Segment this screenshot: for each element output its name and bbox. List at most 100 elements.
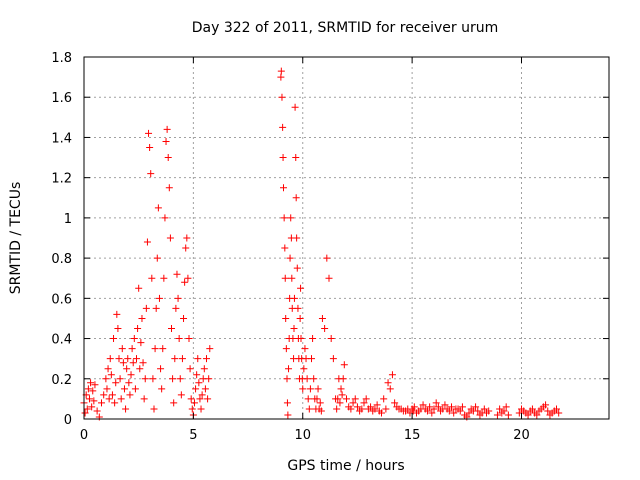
data-point (113, 310, 121, 318)
data-point (194, 355, 202, 363)
data-point (157, 365, 165, 373)
data-point (305, 405, 313, 413)
data-point (533, 411, 541, 419)
data-point (336, 399, 344, 407)
data-point (474, 407, 482, 415)
data-point (338, 391, 346, 399)
y-tick-label: 1.8 (51, 51, 72, 66)
data-point (313, 395, 321, 403)
data-point (192, 385, 200, 393)
data-point (84, 385, 92, 393)
data-point (292, 154, 300, 162)
data-point (316, 399, 324, 407)
data-point (297, 284, 305, 292)
data-point (423, 407, 431, 415)
data-point (456, 407, 464, 415)
data-point (165, 184, 173, 192)
data-point (170, 399, 178, 407)
data-point (502, 403, 510, 411)
data-point (293, 264, 301, 272)
data-point (143, 238, 151, 246)
data-point (280, 214, 288, 222)
data-point (380, 395, 388, 403)
data-point (152, 304, 160, 312)
data-point (108, 391, 116, 399)
data-point (128, 345, 136, 353)
data-point (391, 399, 399, 407)
data-point (106, 355, 114, 363)
data-point (485, 407, 493, 415)
data-point (88, 403, 96, 411)
data-point (178, 355, 186, 363)
data-point (314, 385, 322, 393)
data-point (285, 365, 293, 373)
data-point (343, 395, 350, 403)
data-point (292, 194, 300, 202)
y-tick-label: 0.2 (51, 373, 72, 388)
data-point (119, 359, 127, 367)
data-point (127, 371, 135, 379)
data-point (139, 359, 147, 367)
data-point (150, 405, 158, 413)
data-point (120, 385, 128, 393)
data-point (339, 375, 347, 383)
data-point (129, 359, 137, 367)
data-point (430, 405, 438, 413)
data-point (171, 355, 179, 363)
data-point (472, 403, 480, 411)
data-point (465, 409, 473, 417)
chart-title: Day 322 of 2011, SRMTID for receiver uru… (192, 20, 499, 36)
data-point (169, 375, 177, 383)
data-point (358, 405, 366, 413)
data-point (102, 375, 110, 383)
data-point (347, 405, 355, 413)
data-point (277, 67, 285, 75)
data-point (148, 274, 156, 282)
data-point (294, 304, 302, 312)
data-point (93, 407, 101, 415)
data-point (98, 399, 105, 407)
data-point (524, 411, 532, 419)
data-point (107, 371, 115, 379)
data-point (166, 234, 174, 242)
data-point (318, 314, 326, 322)
data-point (134, 325, 142, 332)
data-point (180, 314, 188, 322)
data-point (111, 399, 119, 407)
data-point (182, 244, 190, 252)
x-tick-label: 10 (294, 428, 311, 443)
data-point (115, 355, 123, 363)
data-point (321, 325, 329, 332)
data-point (190, 399, 198, 407)
axis-ticks (83, 56, 609, 420)
data-point (504, 411, 512, 419)
data-point (286, 254, 294, 262)
data-point (287, 214, 295, 222)
data-point (450, 409, 458, 417)
data-point (283, 375, 291, 383)
data-point (448, 403, 455, 411)
data-point (279, 154, 287, 162)
data-point (125, 379, 133, 387)
data-point (177, 391, 185, 399)
data-point (301, 345, 309, 353)
data-point (85, 395, 93, 403)
data-point (280, 184, 287, 192)
data-point (131, 385, 139, 393)
data-point (175, 335, 183, 343)
x-tick-label: 15 (404, 428, 421, 443)
data-point (432, 399, 440, 407)
data-point (198, 391, 206, 399)
data-point (288, 274, 296, 282)
data-point (90, 397, 98, 405)
data-point (124, 355, 132, 363)
data-point (140, 395, 148, 403)
data-point (445, 407, 453, 415)
data-point (428, 409, 436, 417)
data-point (340, 361, 348, 369)
data-point (308, 355, 315, 363)
data-point (279, 123, 287, 131)
data-point (145, 129, 153, 137)
data-point (528, 405, 536, 413)
